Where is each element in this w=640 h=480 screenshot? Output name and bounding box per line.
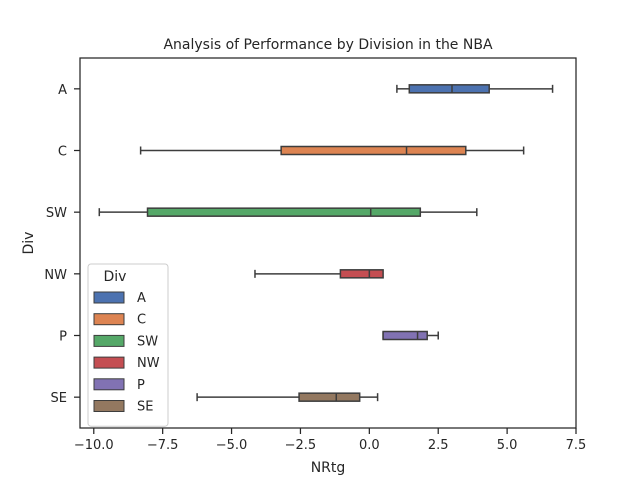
box-se [196,392,379,402]
x-tick-label: 0.0 [359,438,380,453]
x-tick-label: 5.0 [497,438,518,453]
legend-label: NW [137,356,160,371]
plot-frame [79,57,577,429]
x-tick-label: 7.5 [566,438,587,453]
legend-label: SE [137,400,153,415]
x-tick-label: −10.0 [74,438,114,453]
y-tick-label: P [59,330,67,345]
legend-swatch [93,334,125,347]
x-axis-label: NRtg [311,460,346,476]
legend-swatch [93,313,125,326]
x-tick-label: −7.5 [147,438,179,453]
legend-label: A [137,291,146,306]
legend-swatch [93,291,125,304]
legend-label: C [137,313,146,328]
legend-swatch [93,378,125,391]
box-p [382,330,439,341]
box-body [339,269,384,279]
legend-label: SW [137,334,158,349]
x-tick-label: −2.5 [285,438,317,453]
y-tick-label: SW [46,206,67,221]
x-tick-label: 2.5 [428,438,449,453]
x-tick-label: −5.0 [216,438,248,453]
box-body [146,207,422,217]
y-tick-label: A [58,83,67,98]
box-a [396,84,554,94]
plot-area [98,84,554,402]
box-body [382,330,428,341]
y-tick-label: C [58,145,67,160]
legend-title: Div [104,269,127,285]
legend-label: P [137,378,145,393]
y-tick-label: SE [51,391,67,406]
box-nw [254,269,384,279]
legend-swatch [93,400,125,412]
box-c [139,145,525,156]
box-body [280,145,467,156]
chart-title: Analysis of Performance by Division in t… [163,37,492,53]
box-body [408,84,490,94]
y-axis-label: Div [21,232,37,255]
legend-swatch [93,356,125,369]
y-tick-label: NW [44,268,67,283]
box-body [298,392,361,402]
box-sw [98,207,478,217]
legend: Div AC SW NW P SE [87,263,169,427]
